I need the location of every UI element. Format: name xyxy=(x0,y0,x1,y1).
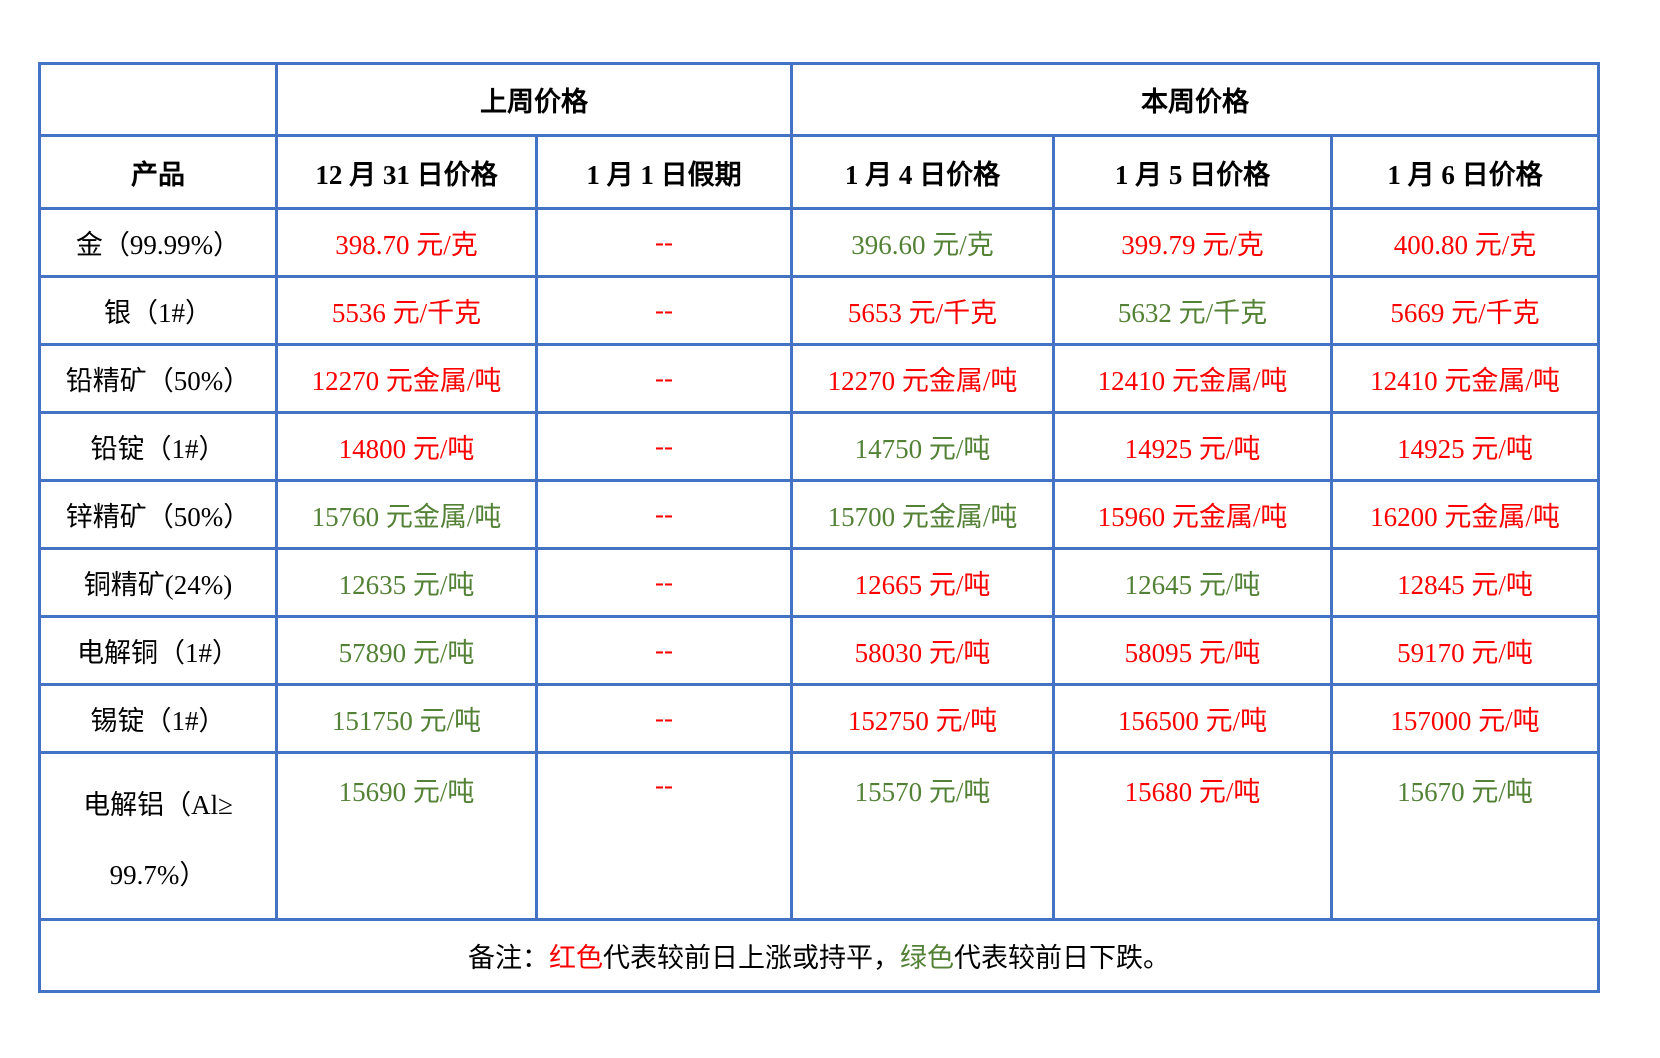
product-name-line2: 99.7%） xyxy=(109,860,207,890)
column-header-jan4: 1 月 4 日价格 xyxy=(790,134,1055,210)
price-cell: 12665 元/吨 xyxy=(790,547,1055,618)
product-name-line1: 电解铝（Al≥ xyxy=(83,790,233,820)
price-cell: 15680 元/吨 xyxy=(1052,751,1333,921)
price-cell: 5536 元/千克 xyxy=(275,275,538,346)
price-cell: 399.79 元/克 xyxy=(1052,207,1333,278)
price-cell: 14925 元/吨 xyxy=(1330,411,1600,482)
table-row-electrolytic-copper: 电解铜（1#） 57890 元/吨 -- 58030 元/吨 58095 元/吨… xyxy=(38,615,1600,686)
column-header-row: 产品 12 月 31 日价格 1 月 1 日假期 1 月 4 日价格 1 月 5… xyxy=(38,134,1600,210)
product-name: 金（99.99%） xyxy=(38,207,278,278)
price-cell: 16200 元金属/吨 xyxy=(1330,479,1600,550)
price-cell: 5653 元/千克 xyxy=(790,275,1055,346)
note-label: 备注： xyxy=(468,943,549,973)
column-header-dec31: 12 月 31 日价格 xyxy=(275,134,538,210)
product-name: 锡锭（1#） xyxy=(38,683,278,754)
price-cell: 156500 元/吨 xyxy=(1052,683,1333,754)
product-name: 铅精矿（50%） xyxy=(38,343,278,414)
price-cell: 396.60 元/克 xyxy=(790,207,1055,278)
price-cell: 12410 元金属/吨 xyxy=(1052,343,1333,414)
price-cell: -- xyxy=(535,207,793,278)
column-header-jan6: 1 月 6 日价格 xyxy=(1330,134,1600,210)
last-week-group-header: 上周价格 xyxy=(275,62,793,137)
price-cell: -- xyxy=(535,547,793,618)
note-red-desc: 代表较前日上涨或持平， xyxy=(603,943,900,973)
price-cell: 398.70 元/克 xyxy=(275,207,538,278)
price-cell: 12635 元/吨 xyxy=(275,547,538,618)
price-cell: 59170 元/吨 xyxy=(1330,615,1600,686)
price-cell: 57890 元/吨 xyxy=(275,615,538,686)
price-cell: -- xyxy=(535,683,793,754)
column-header-product: 产品 xyxy=(38,134,278,210)
price-cell: 152750 元/吨 xyxy=(790,683,1055,754)
price-cell: 12845 元/吨 xyxy=(1330,547,1600,618)
product-name: 锌精矿（50%） xyxy=(38,479,278,550)
price-cell: 12410 元金属/吨 xyxy=(1330,343,1600,414)
price-cell: 12270 元金属/吨 xyxy=(275,343,538,414)
price-cell: -- xyxy=(535,615,793,686)
price-cell: 14750 元/吨 xyxy=(790,411,1055,482)
price-cell: 15570 元/吨 xyxy=(790,751,1055,921)
price-cell: 15670 元/吨 xyxy=(1330,751,1600,921)
price-cell: 400.80 元/克 xyxy=(1330,207,1600,278)
note-green-word: 绿色 xyxy=(900,943,954,973)
this-week-group-header: 本周价格 xyxy=(790,62,1600,137)
price-cell: 15960 元金属/吨 xyxy=(1052,479,1333,550)
price-cell: 14800 元/吨 xyxy=(275,411,538,482)
table-row-gold: 金（99.99%） 398.70 元/克 -- 396.60 元/克 399.7… xyxy=(38,207,1600,278)
corner-empty-cell xyxy=(38,62,278,137)
table-row-zinc-concentrate: 锌精矿（50%） 15760 元金属/吨 -- 15700 元金属/吨 1596… xyxy=(38,479,1600,550)
price-cell: 5669 元/千克 xyxy=(1330,275,1600,346)
price-cell: 151750 元/吨 xyxy=(275,683,538,754)
product-name: 铅锭（1#） xyxy=(38,411,278,482)
price-cell: -- xyxy=(535,343,793,414)
table-row-electrolytic-aluminum: 电解铝（Al≥ 99.7%） 15690 元/吨 -- 15570 元/吨 15… xyxy=(38,751,1600,921)
price-cell: 157000 元/吨 xyxy=(1330,683,1600,754)
legend-note: 备注：红色代表较前日上涨或持平，绿色代表较前日下跌。 xyxy=(38,918,1600,993)
column-header-jan1: 1 月 1 日假期 xyxy=(535,134,793,210)
metal-price-table: 上周价格 本周价格 产品 12 月 31 日价格 1 月 1 日假期 1 月 4… xyxy=(38,62,1600,993)
note-red-word: 红色 xyxy=(549,943,603,973)
product-name: 银（1#） xyxy=(38,275,278,346)
price-cell: 12645 元/吨 xyxy=(1052,547,1333,618)
price-cell: 14925 元/吨 xyxy=(1052,411,1333,482)
price-cell: 15760 元金属/吨 xyxy=(275,479,538,550)
price-cell: -- xyxy=(535,411,793,482)
column-header-jan5: 1 月 5 日价格 xyxy=(1052,134,1333,210)
price-cell: 58030 元/吨 xyxy=(790,615,1055,686)
product-name: 电解铝（Al≥ 99.7%） xyxy=(38,751,278,921)
price-cell: -- xyxy=(535,751,793,921)
table-row-silver: 银（1#） 5536 元/千克 -- 5653 元/千克 5632 元/千克 5… xyxy=(38,275,1600,346)
note-row: 备注：红色代表较前日上涨或持平，绿色代表较前日下跌。 xyxy=(38,918,1600,993)
price-cell: 15700 元金属/吨 xyxy=(790,479,1055,550)
price-cell: -- xyxy=(535,275,793,346)
price-cell: 15690 元/吨 xyxy=(275,751,538,921)
price-cell: 58095 元/吨 xyxy=(1052,615,1333,686)
note-green-desc: 代表较前日下跌。 xyxy=(954,943,1170,973)
price-cell: 5632 元/千克 xyxy=(1052,275,1333,346)
price-cell: -- xyxy=(535,479,793,550)
table-row-lead-ingot: 铅锭（1#） 14800 元/吨 -- 14750 元/吨 14925 元/吨 … xyxy=(38,411,1600,482)
table-row-lead-concentrate: 铅精矿（50%） 12270 元金属/吨 -- 12270 元金属/吨 1241… xyxy=(38,343,1600,414)
product-name: 电解铜（1#） xyxy=(38,615,278,686)
group-header-row: 上周价格 本周价格 xyxy=(38,62,1600,137)
product-name: 铜精矿(24%) xyxy=(38,547,278,618)
price-cell: 12270 元金属/吨 xyxy=(790,343,1055,414)
table-row-copper-concentrate: 铜精矿(24%) 12635 元/吨 -- 12665 元/吨 12645 元/… xyxy=(38,547,1600,618)
table-row-tin-ingot: 锡锭（1#） 151750 元/吨 -- 152750 元/吨 156500 元… xyxy=(38,683,1600,754)
